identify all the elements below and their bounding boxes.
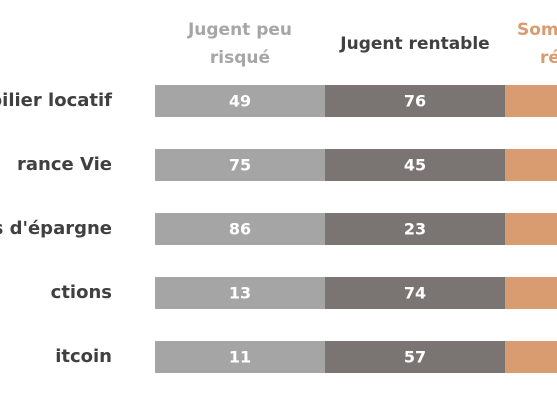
row-label: s d'épargne (0, 218, 112, 239)
cell-value: 75 (229, 156, 251, 175)
cell (505, 85, 557, 117)
cell-value: 49 (229, 92, 251, 111)
row-label: itcoin (55, 346, 112, 367)
row-label: bilier locatif (0, 90, 112, 111)
cell (325, 277, 505, 309)
column-header: Som (517, 20, 557, 40)
cell (325, 341, 505, 373)
cell (505, 341, 557, 373)
row-label: ctions (51, 282, 112, 303)
cell-value: 86 (229, 220, 251, 239)
cell-value: 45 (404, 156, 426, 175)
cell (505, 213, 557, 245)
column-header: risqué (210, 48, 270, 68)
cell-value: 74 (404, 284, 426, 303)
cell (155, 277, 325, 309)
cell (325, 213, 505, 245)
cell (155, 213, 325, 245)
cell (155, 341, 325, 373)
cell-value: 11 (229, 348, 251, 367)
cell (155, 85, 325, 117)
cell (155, 149, 325, 181)
column-header: Jugent peu (187, 20, 292, 40)
cell (325, 85, 505, 117)
cell (505, 277, 557, 309)
cell-value: 57 (404, 348, 426, 367)
cell (505, 149, 557, 181)
row-label: rance Vie (17, 154, 112, 175)
cell-value: 76 (404, 92, 426, 111)
cell (325, 149, 505, 181)
cell-value: 13 (229, 284, 251, 303)
column-header: Jugent rentable (339, 34, 489, 54)
column-header: ré (540, 48, 557, 68)
cell-value: 23 (404, 220, 426, 239)
